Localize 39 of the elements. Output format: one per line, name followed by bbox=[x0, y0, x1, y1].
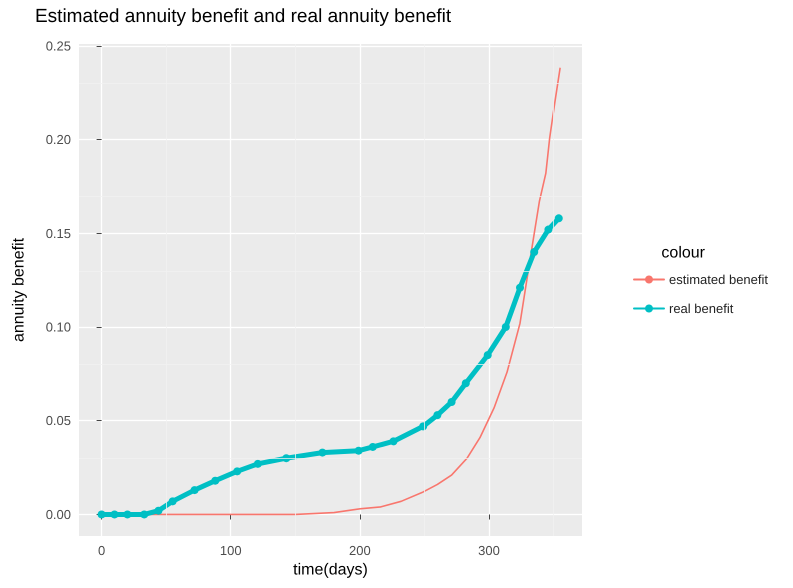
point bbox=[168, 497, 177, 506]
point bbox=[462, 379, 470, 388]
x-tick-label: 100 bbox=[220, 543, 242, 558]
point bbox=[318, 448, 326, 457]
point bbox=[123, 510, 132, 518]
point bbox=[484, 351, 492, 360]
y-tick-label: 0.25 bbox=[46, 38, 71, 54]
y-tick-label: 0.15 bbox=[46, 226, 71, 241]
point bbox=[211, 476, 220, 485]
point bbox=[140, 510, 148, 518]
point bbox=[544, 226, 552, 234]
point bbox=[433, 411, 442, 420]
y-tick-label: 0.10 bbox=[46, 320, 71, 335]
x-tick-label: 300 bbox=[478, 543, 500, 558]
point bbox=[502, 323, 510, 332]
point bbox=[98, 510, 106, 518]
point bbox=[354, 446, 363, 455]
point bbox=[448, 398, 456, 406]
point bbox=[190, 486, 199, 494]
point bbox=[530, 248, 538, 256]
legend-label: estimated benefit bbox=[668, 272, 768, 287]
point bbox=[233, 467, 242, 476]
chart-title: Estimated annuity benefit and real annuity benefit bbox=[35, 6, 452, 27]
legend-title: colour bbox=[661, 244, 706, 262]
point bbox=[516, 284, 524, 292]
point bbox=[554, 214, 563, 222]
point bbox=[110, 510, 119, 518]
y-axis-title: annuity benefit bbox=[10, 237, 28, 342]
point bbox=[154, 506, 162, 515]
point bbox=[368, 442, 377, 451]
legend-label: real benefit bbox=[668, 301, 734, 316]
y-tick-label: 0.00 bbox=[46, 506, 71, 522]
point bbox=[254, 460, 262, 468]
point bbox=[389, 437, 398, 446]
x-axis-title: time(days) bbox=[293, 562, 368, 578]
x-tick-label: 200 bbox=[349, 543, 371, 558]
y-tick-label: 0.05 bbox=[46, 413, 71, 428]
y-tick-label: 0.20 bbox=[46, 132, 71, 148]
x-tick-label: 0 bbox=[98, 543, 106, 558]
